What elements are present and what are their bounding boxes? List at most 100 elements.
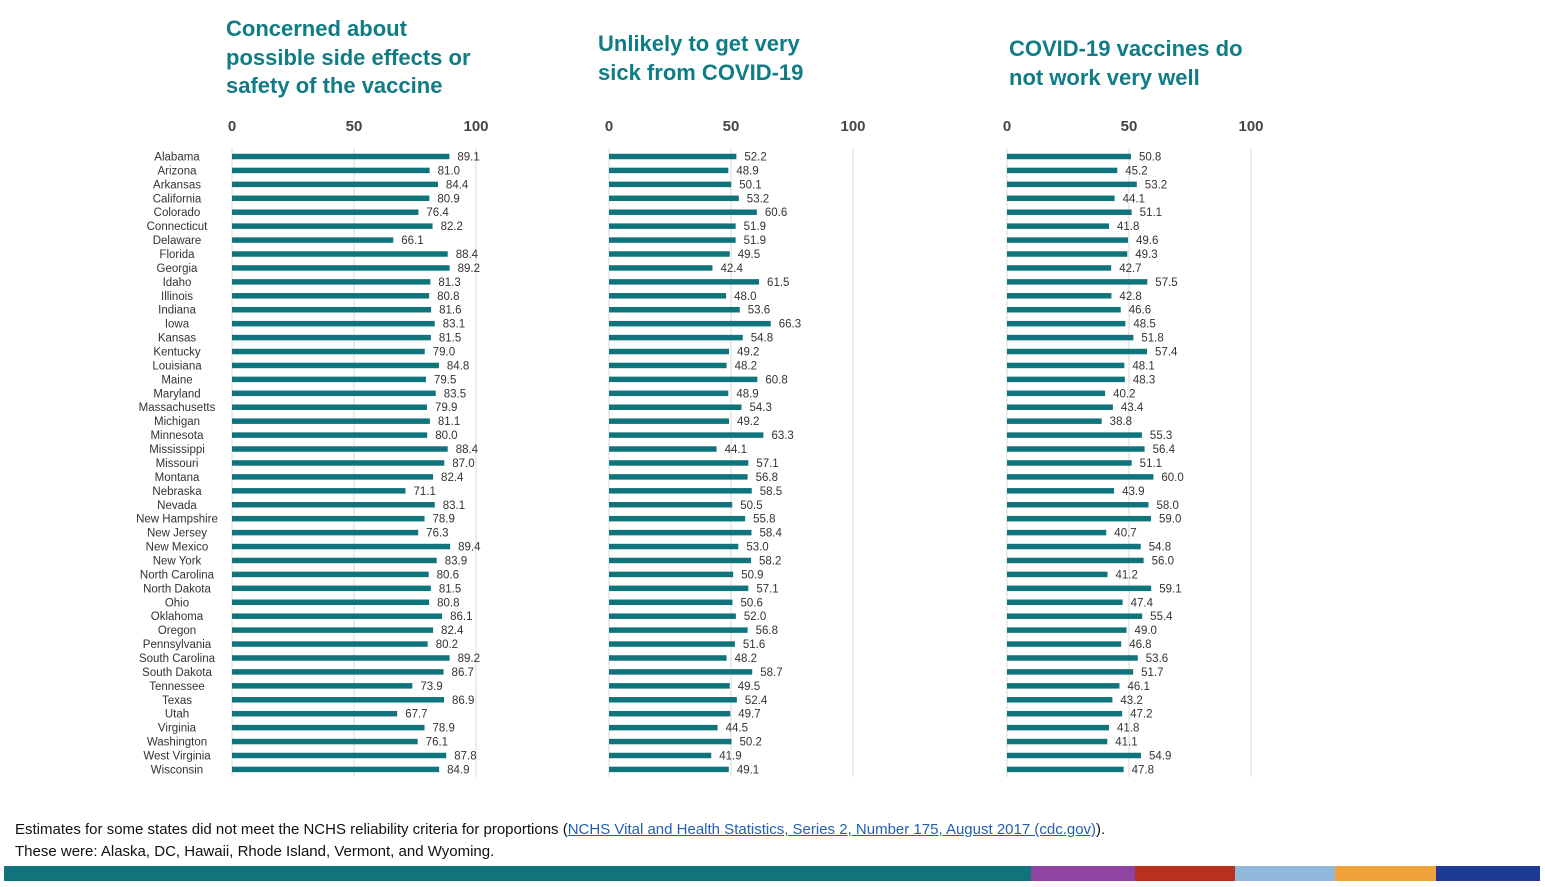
data-label: 46.1 <box>1127 681 1149 693</box>
panel-title-side-effects: Concerned about possible side effects or… <box>226 16 471 98</box>
bar <box>1007 167 1118 174</box>
data-label: 73.9 <box>420 681 442 693</box>
data-label: 50.6 <box>740 597 762 609</box>
bar <box>232 724 425 731</box>
data-label: 40.7 <box>1114 528 1136 540</box>
bar <box>232 418 430 424</box>
data-label: 57.5 <box>1155 277 1177 289</box>
data-label: 47.4 <box>1131 597 1154 609</box>
data-label: 83.9 <box>445 555 467 567</box>
data-label: 80.8 <box>437 597 459 609</box>
bar <box>609 738 732 745</box>
bar <box>609 627 748 633</box>
bar <box>1007 418 1102 424</box>
data-label: 50.8 <box>1139 152 1161 164</box>
bar <box>1007 543 1141 550</box>
category-label: Kentucky <box>153 347 201 359</box>
category-label: Pennsylvania <box>143 639 212 651</box>
data-label: 51.7 <box>1141 667 1163 679</box>
category-label: Idaho <box>163 277 192 289</box>
strip-segment-teal <box>4 866 1031 881</box>
data-label: 58.4 <box>759 528 782 540</box>
bar <box>1007 446 1145 452</box>
data-label: 88.4 <box>456 444 479 456</box>
bar <box>232 167 430 174</box>
bar <box>232 320 435 327</box>
bar <box>609 599 733 606</box>
bar <box>232 362 439 369</box>
bar <box>232 683 413 689</box>
bar <box>1007 585 1152 592</box>
data-label: 50.1 <box>739 179 761 191</box>
data-label: 51.8 <box>1141 333 1163 345</box>
category-label: Massachusetts <box>139 402 216 414</box>
data-label: 58.2 <box>759 555 781 567</box>
data-label: 89.2 <box>458 263 480 275</box>
footnote-source-link[interactable]: NCHS Vital and Health Statistics, Series… <box>567 821 1097 838</box>
data-label: 81.5 <box>439 583 461 595</box>
bar <box>232 209 419 215</box>
x-tick-label: 50 <box>346 118 363 135</box>
bar <box>232 710 398 717</box>
bar <box>609 752 712 759</box>
data-label: 52.4 <box>745 695 768 707</box>
data-label: 49.7 <box>738 709 760 721</box>
data-label: 48.2 <box>735 653 757 665</box>
bar <box>1007 557 1144 564</box>
data-label: 58.7 <box>760 667 782 679</box>
category-label: Kansas <box>158 333 197 345</box>
data-label: 76.4 <box>426 207 449 219</box>
bar <box>232 613 443 619</box>
data-label: 82.4 <box>441 472 464 484</box>
category-label: California <box>153 193 202 205</box>
strip-segment-navy <box>1436 866 1540 881</box>
bar <box>232 334 431 341</box>
category-label: Oregon <box>158 625 196 637</box>
bar <box>232 571 429 578</box>
data-label: 56.8 <box>756 472 778 484</box>
bar <box>1007 265 1112 271</box>
x-tick-label: 100 <box>463 118 488 135</box>
data-label: 67.7 <box>405 709 427 721</box>
data-label: 82.2 <box>441 221 463 233</box>
x-tick-label: 0 <box>605 118 613 135</box>
data-label: 78.9 <box>433 514 455 526</box>
data-label: 86.7 <box>452 667 474 679</box>
bar <box>232 766 440 773</box>
data-label: 54.3 <box>749 402 771 414</box>
data-label: 84.4 <box>446 179 469 191</box>
bar <box>232 293 430 299</box>
data-label: 56.4 <box>1153 444 1176 456</box>
bar <box>1007 571 1108 578</box>
category-label: Nebraska <box>152 486 202 498</box>
bar <box>609 460 749 466</box>
bar <box>609 404 742 410</box>
bar <box>232 223 433 229</box>
data-label: 54.8 <box>751 333 773 345</box>
bar <box>232 153 450 160</box>
bar <box>232 557 437 564</box>
bar <box>609 571 734 578</box>
x-tick-label: 100 <box>1238 118 1263 135</box>
data-label: 49.0 <box>1135 625 1157 637</box>
x-tick-label: 50 <box>723 118 740 135</box>
data-label: 83.1 <box>443 319 465 331</box>
bar <box>232 460 445 466</box>
data-label: 53.2 <box>1145 179 1167 191</box>
panel-title-vaccines-not-work: COVID-19 vaccines do not work very well <box>1009 36 1243 90</box>
panel-title-unlikely-sick: Unlikely to get very sick from COVID-19 <box>598 31 804 85</box>
bar <box>1007 306 1121 313</box>
category-label: Maryland <box>153 388 200 400</box>
bar <box>232 752 447 759</box>
bar <box>609 474 748 480</box>
data-label: 76.1 <box>426 737 448 749</box>
bar <box>1007 655 1138 661</box>
data-label: 51.9 <box>744 221 766 233</box>
data-label: 59.0 <box>1159 514 1181 526</box>
data-label: 76.3 <box>426 528 448 540</box>
bar <box>609 446 717 452</box>
data-label: 66.1 <box>401 235 423 247</box>
category-label: Texas <box>162 695 192 707</box>
bar <box>232 348 425 355</box>
data-label: 57.4 <box>1155 347 1178 359</box>
